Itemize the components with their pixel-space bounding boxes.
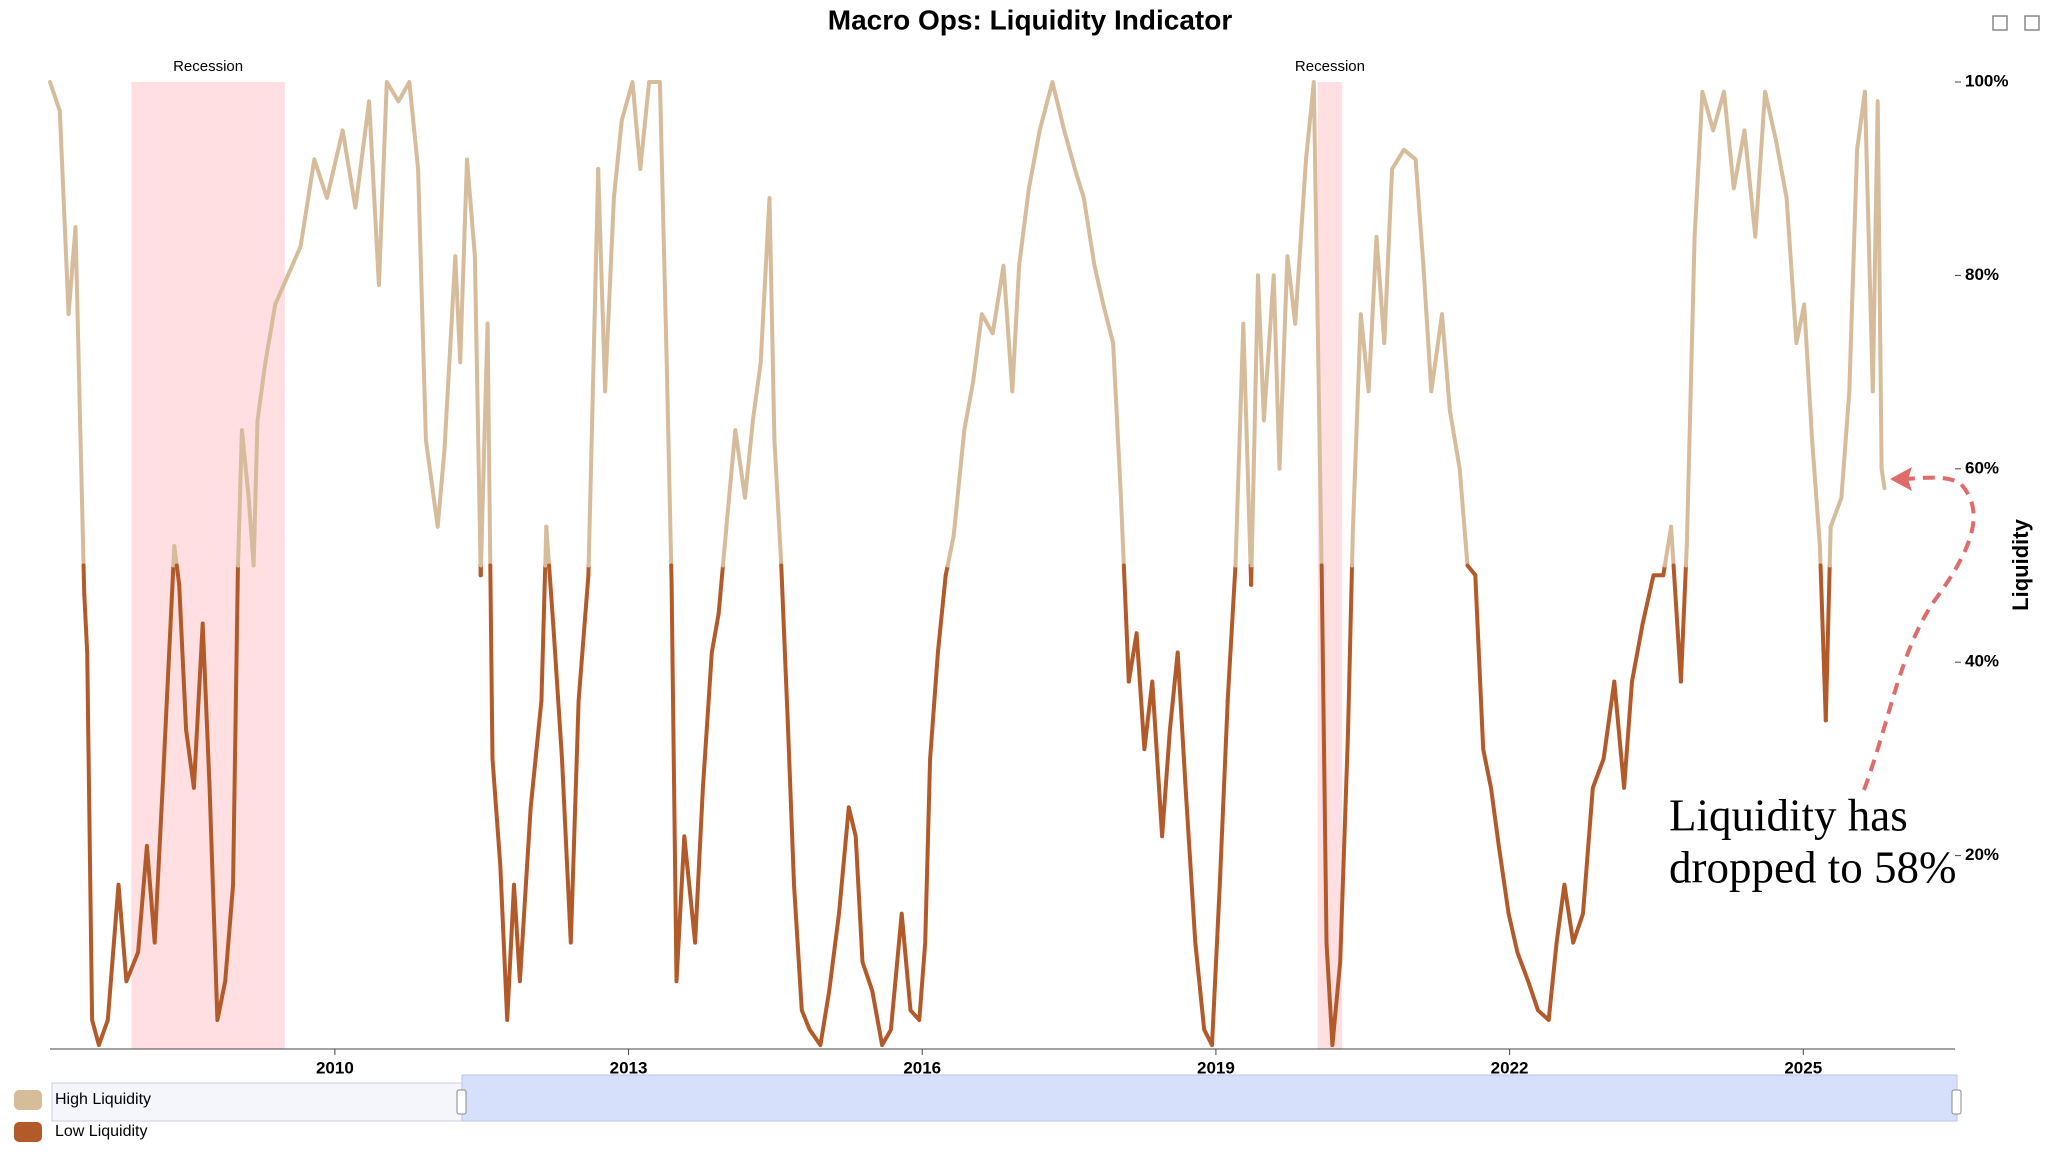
- legend-label: High Liquidity: [55, 1091, 151, 1108]
- legend-swatch: [14, 1122, 42, 1142]
- band-label: Recession: [173, 58, 243, 75]
- navigator-handle[interactable]: [456, 1089, 467, 1115]
- high-liquidity-line: [724, 196, 784, 568]
- annotation: dropped to 58%: [1669, 842, 1956, 892]
- y-tick-label: 20%: [1965, 845, 1999, 864]
- toolbar[interactable]: [1992, 15, 2040, 31]
- x-tick-label: 2016: [903, 1058, 941, 1077]
- line-connector: [1683, 544, 1689, 568]
- line-connector: [547, 563, 556, 626]
- y-axis-title: Liquidity: [2008, 518, 2033, 610]
- line-connector: [172, 544, 179, 568]
- line-connector: [1121, 563, 1131, 684]
- reset-icon[interactable]: [2024, 15, 2040, 31]
- line-connector: [1678, 563, 1688, 684]
- line-connector: [231, 563, 240, 887]
- zoom-icon[interactable]: [1992, 15, 2008, 31]
- line-connector: [779, 563, 791, 732]
- y-tick-label: 60%: [1965, 458, 1999, 477]
- navigator[interactable]: [51, 1074, 1962, 1122]
- line-connector: [1827, 524, 1833, 568]
- line-connector: [1350, 524, 1355, 568]
- x-tick-label: 2022: [1491, 1058, 1529, 1077]
- recession-band: [131, 82, 285, 1049]
- line-connector: [1118, 495, 1126, 568]
- line-connector: [539, 563, 548, 703]
- high-liquidity-line: [48, 80, 82, 394]
- high-liquidity-line: [1828, 89, 1887, 529]
- y-tick-label: 40%: [1965, 652, 1999, 671]
- x-tick-label: 2025: [1784, 1058, 1822, 1077]
- line-connector: [77, 389, 86, 568]
- y-tick-label: 80%: [1965, 265, 1999, 284]
- y-tick-label: 100%: [1965, 71, 2008, 90]
- line-connector: [664, 360, 674, 568]
- x-tick-label: 2019: [1197, 1058, 1235, 1077]
- line-connector: [1817, 544, 1823, 568]
- line-connector: [485, 321, 493, 568]
- line-connector: [945, 534, 956, 568]
- line-connector: [472, 254, 483, 568]
- high-liquidity-line: [236, 80, 477, 568]
- line-connector: [716, 563, 725, 616]
- line-connector: [161, 563, 176, 771]
- line-connector: [1671, 563, 1683, 684]
- x-tick-label: 2010: [316, 1058, 354, 1077]
- navigator-handle[interactable]: [1951, 1089, 1962, 1115]
- line-connector: [81, 563, 87, 597]
- navigator-selection[interactable]: [461, 1074, 1958, 1122]
- high-liquidity-line: [1351, 147, 1470, 568]
- legend-swatch: [14, 1090, 42, 1110]
- line-connector: [1823, 563, 1832, 723]
- line-connector: [720, 524, 729, 568]
- annotation: Liquidity has: [1669, 790, 1908, 840]
- band-label: Recession: [1295, 58, 1365, 75]
- low-liquidity-line: [82, 592, 166, 1048]
- low-liquidity-line: [177, 582, 236, 1022]
- line-connector: [1241, 321, 1253, 568]
- low-liquidity-line: [786, 573, 948, 1048]
- high-liquidity-line: [596, 80, 669, 394]
- low-liquidity-line: [669, 582, 721, 984]
- line-connector: [1669, 524, 1676, 568]
- chart-title: Macro Ops: Liquidity Indicator: [828, 4, 1233, 35]
- high-liquidity-line: [1233, 321, 1246, 568]
- line-connector: [1346, 563, 1355, 732]
- arrow-head: [1890, 467, 1912, 491]
- high-liquidity-line: [951, 80, 1123, 539]
- annotation-arrow: [1862, 475, 1976, 791]
- line-connector: [1319, 563, 1329, 945]
- x-tick-label: 2013: [610, 1058, 648, 1077]
- high-liquidity-line: [1256, 80, 1324, 568]
- line-connector: [174, 563, 182, 587]
- line-connector: [1249, 273, 1261, 568]
- line-connector: [1465, 563, 1478, 578]
- legend-label: Low Liquidity: [55, 1123, 148, 1140]
- low-liquidity-line: [1473, 573, 1666, 1022]
- line-connector: [1225, 563, 1238, 703]
- low-liquidity-line: [551, 573, 591, 945]
- low-liquidity-line: [1126, 631, 1230, 1048]
- high-liquidity-line: [1684, 89, 1822, 549]
- low-liquidity-line: [490, 698, 544, 1022]
- line-connector: [586, 167, 601, 568]
- low-liquidity-line: [1324, 727, 1351, 1048]
- line-connector: [488, 563, 495, 761]
- line-connector: [544, 524, 552, 568]
